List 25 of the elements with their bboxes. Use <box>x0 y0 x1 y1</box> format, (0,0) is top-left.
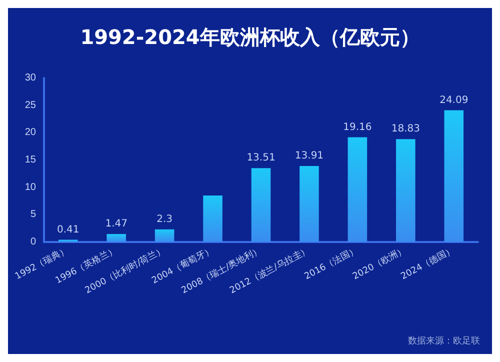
y-tick-label: 20 <box>24 127 36 138</box>
y-tick-label: 25 <box>24 100 36 111</box>
data-label: 19.16 <box>343 122 372 133</box>
y-tick-label: 15 <box>24 154 36 166</box>
data-label: 24.09 <box>440 94 468 106</box>
bar <box>396 139 416 242</box>
bar <box>300 166 319 242</box>
y-tick-label: 10 <box>24 182 36 193</box>
bar <box>203 196 222 242</box>
data-label: 0.41 <box>56 224 80 236</box>
y-tick-label: 30 <box>24 72 36 84</box>
data-label: 1.47 <box>105 218 128 230</box>
chart-title: 1992-2024年欧洲杯收入（亿欧元） <box>80 25 420 49</box>
y-tick-label: 5 <box>30 209 36 220</box>
bar <box>251 168 271 242</box>
data-label: 2.3 <box>156 214 173 225</box>
data-label: 18.83 <box>391 124 420 135</box>
bar <box>106 234 126 242</box>
bar <box>348 137 368 242</box>
data-label: 13.51 <box>246 152 276 164</box>
y-tick-label: 0 <box>30 236 36 248</box>
bar <box>154 229 174 242</box>
bar <box>444 110 464 242</box>
data-label: 13.91 <box>294 150 324 162</box>
source-note: 数据来源：欧足联 <box>408 336 480 346</box>
